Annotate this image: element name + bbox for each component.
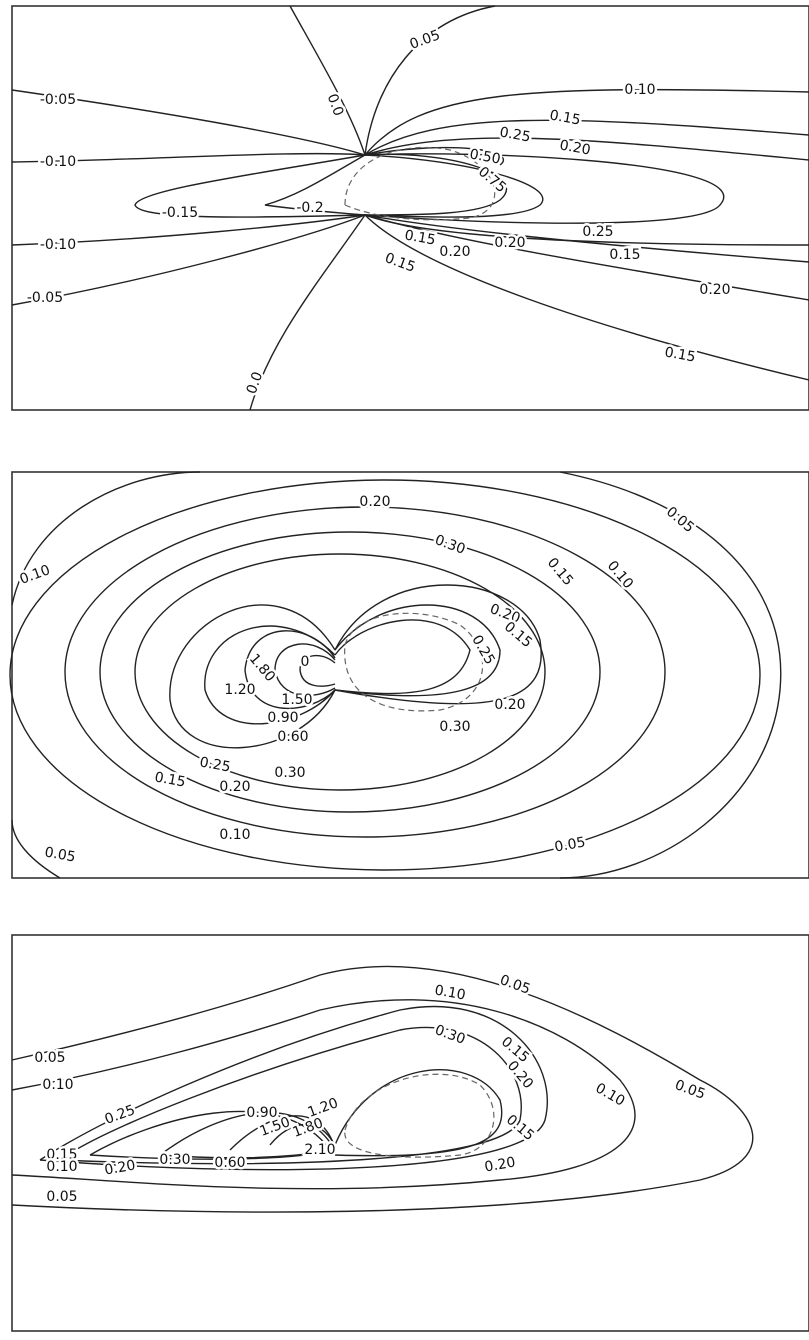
contour-label: 1.20 [224,682,255,698]
contour-label: 0.05 [408,27,443,53]
contour-label: 0.20 [494,235,525,251]
contour-label: 0.05 [663,504,697,536]
contour-label: 0.15 [663,344,696,365]
contour-label: 0.30 [433,532,468,558]
contour-label: 0.05 [43,844,76,865]
contour-label: 0.30 [433,1022,468,1048]
contour-label: 0.25 [498,124,531,145]
contour-label: 1.50 [281,692,312,708]
contour-label: 1.80 [291,1115,326,1141]
contour-label: 0.20 [219,779,250,795]
contour-label: 0.75 [475,164,509,196]
contour-label: 0.15 [503,1112,537,1144]
frame [11,934,809,1332]
contour-label: -0.10 [40,154,76,170]
contour-label: 0.90 [246,1105,277,1121]
contour-label: 0.60 [277,729,308,745]
contour-label: 0.15 [609,247,640,263]
contour-label: 0.10 [219,827,250,843]
contour-label: 0.15 [403,227,436,248]
contour-label: 0.05 [553,834,586,855]
contour-label: 0.25 [103,1102,138,1128]
contour-label: 2.10 [304,1142,335,1158]
contour-label: 0.15 [153,769,186,790]
panel-2 [9,471,809,879]
contour-label: 0.20 [359,494,390,510]
contour-label: 0.90 [267,710,298,726]
contour-label: 0.20 [439,244,470,260]
contour-label: 0.10 [624,82,655,98]
contour-label: 0.15 [46,1147,77,1163]
contour-label: 0.05 [498,972,533,998]
contour-label: -0.15 [162,205,198,221]
contour-label: 0.10 [42,1077,73,1093]
contour-label: 0.20 [483,1154,516,1175]
contour-label: 0.20 [504,1058,536,1092]
contour-label: 0.30 [159,1152,190,1168]
contour-label: 1.20 [306,1095,341,1121]
frame [11,5,809,411]
contour-label: 0.05 [46,1189,77,1205]
panel-1 [11,5,809,411]
contour-label: 0.15 [383,250,418,276]
contour-label: 0.30 [439,719,470,735]
contour-label: 0.25 [468,633,497,668]
contour-label: -0.05 [27,290,63,306]
contour-label: -0.10 [40,237,76,253]
contour-label: 0.15 [544,555,576,589]
contour-label: 0.05 [34,1050,65,1066]
contour-label: 0.15 [501,619,535,651]
contour-label: 0.10 [18,562,53,588]
contour-label: 0.0 [324,92,347,118]
contour-label: 0.60 [214,1155,245,1171]
contour-label: -0.05 [40,92,76,108]
contour-label: 0.25 [198,754,231,775]
contour-label: -0.2 [296,200,323,216]
contour-label: 0.15 [548,107,581,128]
contour-label: 0.10 [593,1080,628,1109]
contour-label: 0.25 [582,224,613,240]
frame [11,471,809,879]
contour-label: 0.20 [103,1157,136,1178]
contour-label: 0 [301,654,310,670]
contour-label: 0.20 [494,697,525,713]
contour-label: 1.80 [246,651,278,685]
panel-3 [11,934,809,1332]
contour-label: 0.20 [699,282,730,298]
contour-label: 0.30 [274,765,305,781]
contour-label: 0.10 [46,1159,77,1175]
